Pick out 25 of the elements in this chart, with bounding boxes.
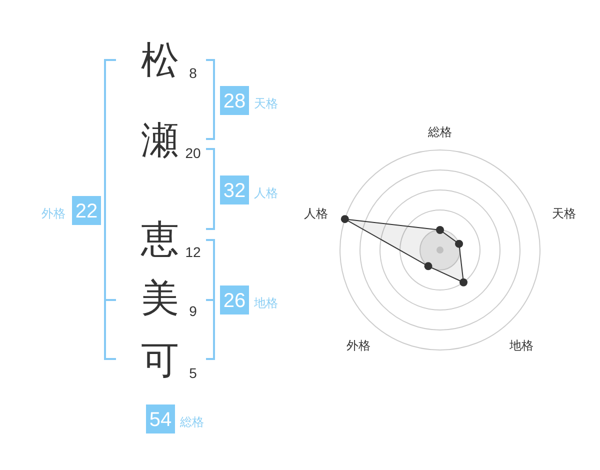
data-label: 12 xyxy=(185,244,201,260)
category-label: 瀬 xyxy=(141,120,179,162)
data-label: 26 xyxy=(223,290,246,312)
data-label: 22 xyxy=(75,200,98,222)
data-label: 54 xyxy=(149,409,172,431)
category-label: 総格 xyxy=(179,415,204,429)
category-label: 可 xyxy=(141,340,179,382)
spoke-label: 人格 xyxy=(304,206,328,221)
data-label: 9 xyxy=(189,303,198,319)
data-label: 32 xyxy=(223,180,246,202)
data-label: 28 xyxy=(223,90,246,112)
data-label: 8 xyxy=(189,65,198,81)
spoke-label: 地格 xyxy=(508,338,534,352)
spoke-label: 総格 xyxy=(427,125,452,139)
data-label: 5 xyxy=(189,365,198,381)
category-label: 天格 xyxy=(254,96,278,110)
category-label: 外格 xyxy=(42,206,66,220)
category-label: 松 xyxy=(141,40,179,82)
category-label: 美 xyxy=(141,278,179,320)
spoke-label: 天格 xyxy=(552,206,576,221)
spoke-label: 外格 xyxy=(346,338,371,352)
data-label: 20 xyxy=(185,145,201,161)
category-label: 恵 xyxy=(140,219,179,261)
category-label: 地格 xyxy=(253,296,278,310)
category-label: 人格 xyxy=(254,186,278,200)
